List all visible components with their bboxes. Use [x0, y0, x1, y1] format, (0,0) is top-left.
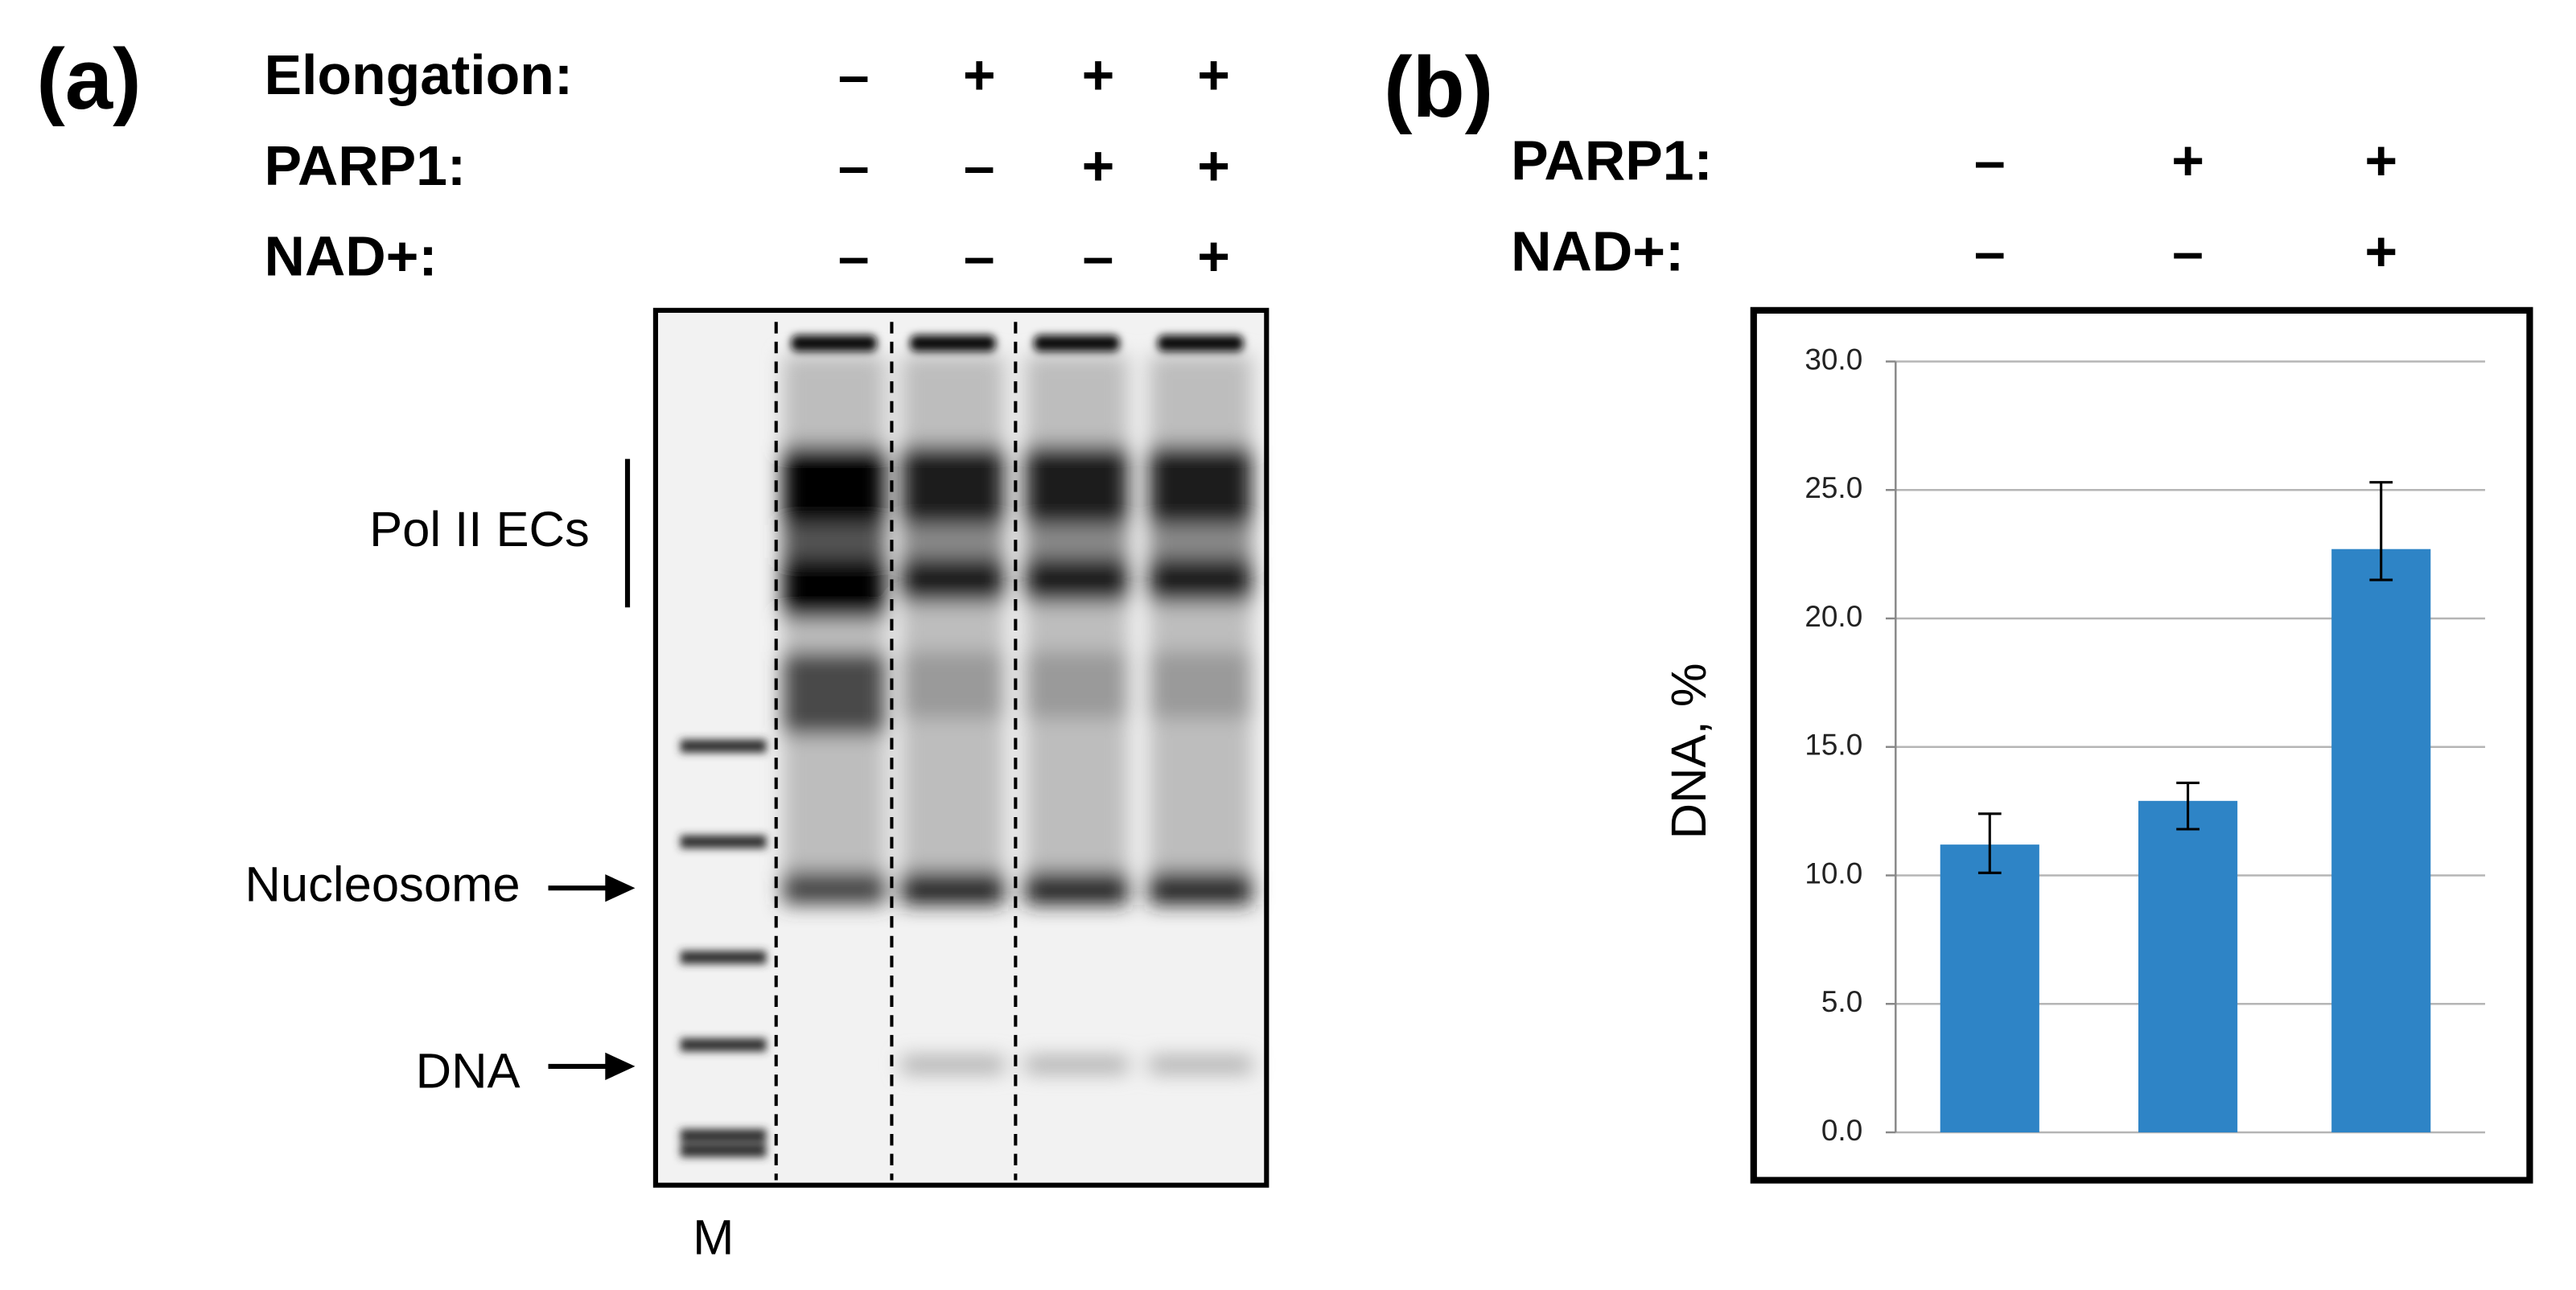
row-label: NAD+:	[264, 225, 437, 288]
smear	[1149, 355, 1252, 900]
smear	[782, 355, 886, 900]
well	[1157, 335, 1244, 352]
y-tick-label: 25.0	[1804, 471, 1862, 504]
lane-sign: –	[838, 225, 870, 288]
row-label: Elongation:	[264, 43, 573, 106]
y-tick-label: 10.0	[1804, 857, 1862, 889]
marker-band	[680, 1037, 767, 1052]
band	[1149, 1056, 1252, 1074]
y-tick-label: 5.0	[1821, 985, 1862, 1018]
bar	[2331, 548, 2431, 1132]
y-tick-label: 20.0	[1804, 600, 1862, 633]
panel-label: (a)	[36, 31, 141, 127]
band	[1025, 1056, 1128, 1074]
condition-sign: +	[2364, 129, 2397, 192]
band	[1149, 446, 1252, 603]
bar	[1940, 844, 2039, 1132]
gel-bands	[782, 355, 1252, 1074]
gel-frame	[652, 307, 1269, 1188]
band	[1025, 524, 1128, 558]
error-bar	[2369, 481, 2393, 581]
smear	[1025, 355, 1128, 900]
lane-sign: +	[1197, 43, 1230, 106]
bar	[2138, 800, 2238, 1132]
lane-sign: +	[1082, 43, 1115, 106]
row-label: PARP1:	[264, 134, 466, 197]
annotation: M	[693, 1210, 734, 1266]
lane-sign: +	[1082, 134, 1115, 197]
marker-band	[680, 1128, 767, 1143]
band	[901, 446, 1004, 603]
lane-sign: –	[838, 134, 870, 197]
condition-sign: –	[2172, 220, 2204, 283]
condition-sign: +	[2364, 220, 2397, 283]
band	[1025, 871, 1128, 905]
gel-image	[655, 310, 1267, 1185]
band	[1149, 871, 1252, 905]
band	[1025, 651, 1128, 718]
annotation: DNA	[416, 1043, 521, 1099]
band	[782, 871, 886, 905]
y-tick-label: 15.0	[1804, 729, 1862, 762]
arrows	[548, 874, 636, 1081]
annotation: Nucleosome	[245, 857, 520, 912]
marker-band	[680, 1144, 767, 1157]
row-label: PARP1:	[1511, 129, 1713, 192]
lane-sign: –	[1083, 225, 1114, 288]
band	[1025, 446, 1128, 603]
well	[1033, 335, 1120, 352]
band	[782, 651, 886, 735]
panel-label: (b)	[1384, 39, 1493, 135]
marker-band	[680, 951, 767, 964]
marker-band	[680, 835, 767, 848]
marker-band	[680, 739, 767, 753]
lane-sign: +	[963, 43, 996, 106]
annotation: Pol II ECs	[369, 502, 590, 557]
condition-sign: –	[1974, 220, 2006, 283]
band	[1149, 524, 1252, 558]
band	[901, 871, 1004, 905]
condition-sign: +	[2171, 129, 2204, 192]
lane-sign: –	[964, 134, 995, 197]
band	[901, 1056, 1004, 1074]
y-tick-label: 30.0	[1804, 343, 1862, 376]
chart-frame	[1750, 306, 2533, 1184]
band	[782, 524, 886, 558]
gel-wells	[680, 335, 1244, 1157]
lane-sign: –	[838, 43, 870, 106]
row-label: NAD+:	[1511, 220, 1684, 283]
error-bar	[1977, 812, 2002, 874]
lane-sign: +	[1197, 134, 1230, 197]
band	[901, 651, 1004, 718]
error-bar	[2176, 781, 2199, 831]
y-axis-label: DNA, %	[1661, 663, 1717, 839]
lane-sign: +	[1197, 225, 1230, 288]
smear	[901, 355, 1004, 900]
band	[901, 524, 1004, 558]
condition-sign: –	[1974, 129, 2006, 192]
y-tick-label: 0.0	[1821, 1114, 1862, 1147]
well	[791, 335, 877, 352]
band	[1149, 651, 1252, 718]
well	[909, 335, 996, 352]
lane-sign: –	[964, 225, 995, 288]
